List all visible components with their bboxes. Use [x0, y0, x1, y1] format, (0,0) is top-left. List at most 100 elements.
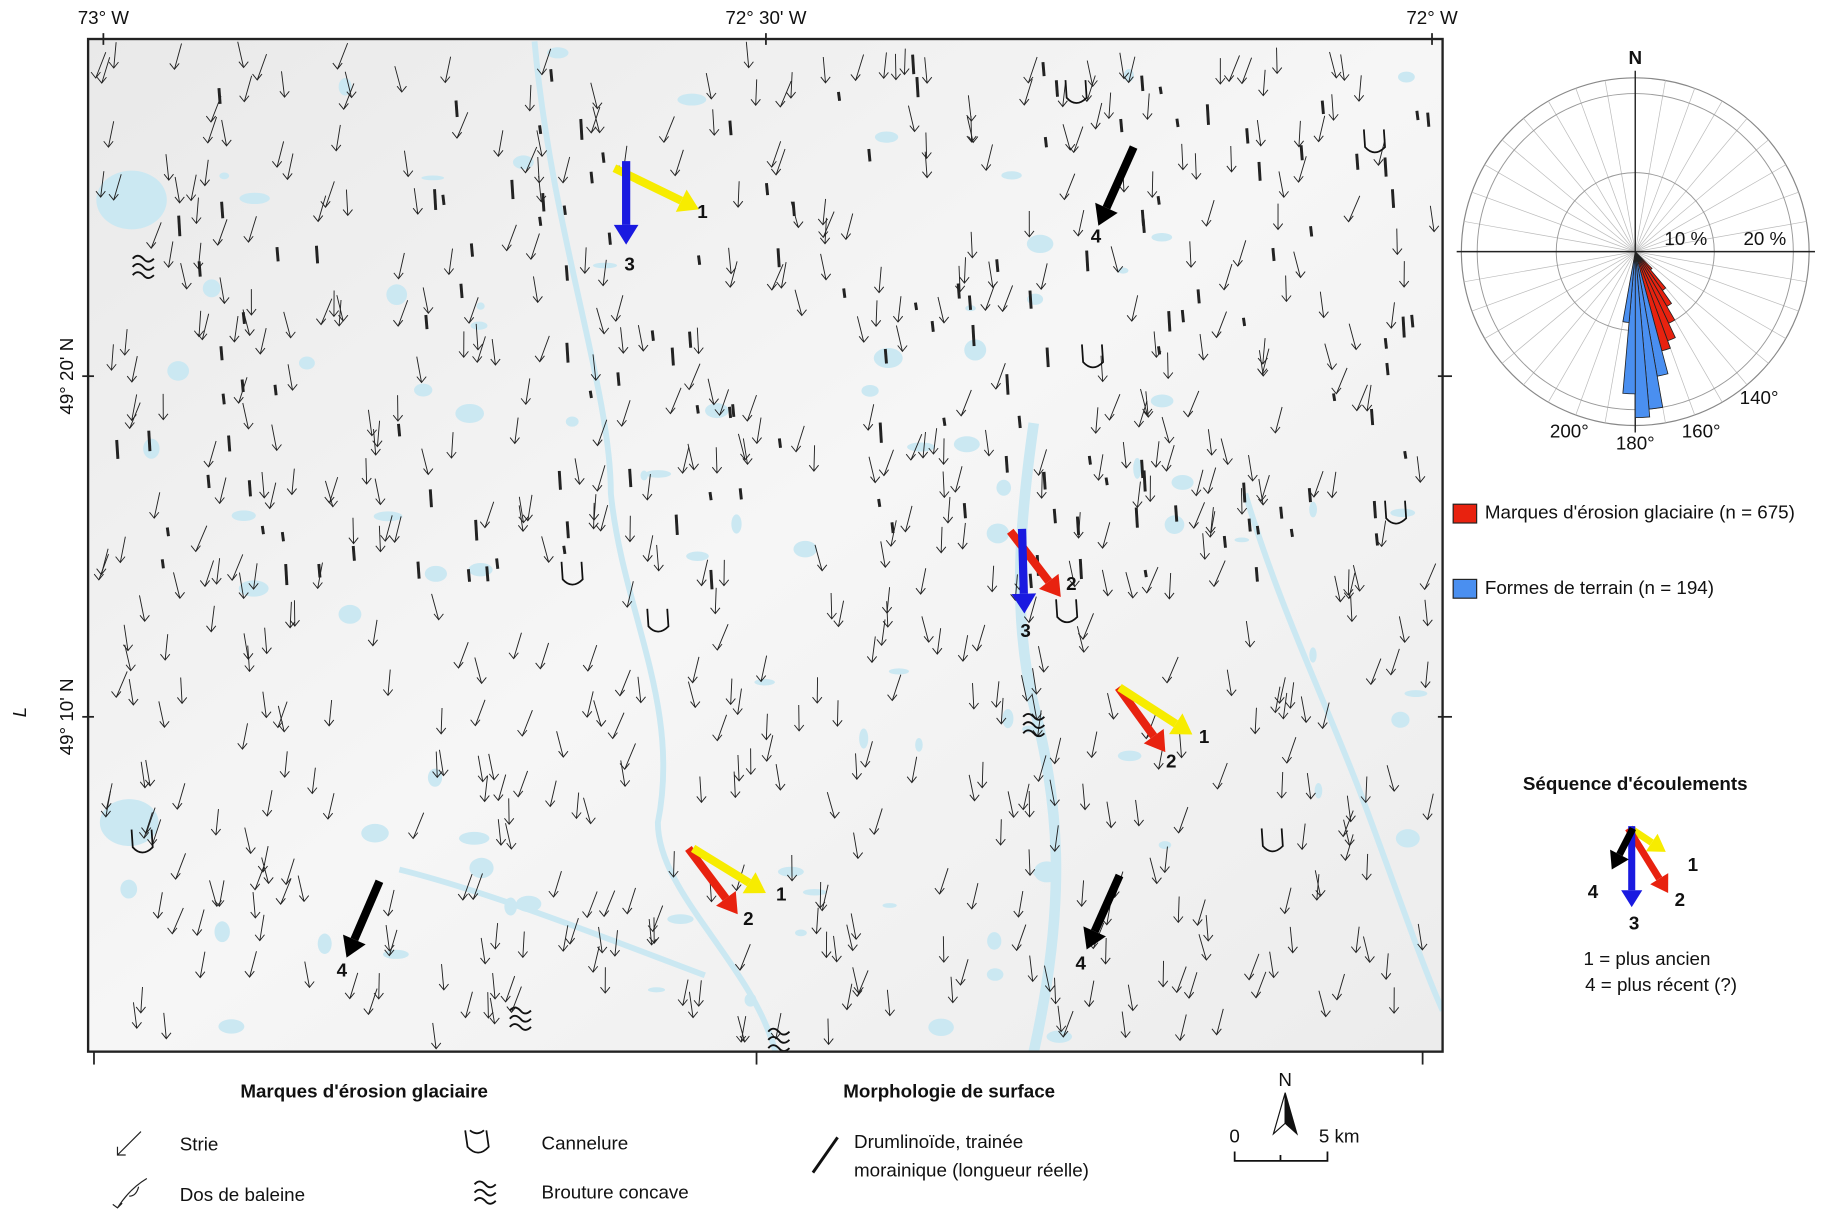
- striation-symbol: [283, 311, 296, 339]
- striation-symbol: [592, 465, 606, 492]
- striation-symbol: [1161, 444, 1175, 472]
- groove-symbol: [1081, 344, 1104, 369]
- lake: [1150, 394, 1174, 408]
- drumlin: [1042, 471, 1047, 490]
- striation-symbol: [751, 417, 762, 445]
- striation-symbol: [1293, 120, 1304, 148]
- lake: [1404, 690, 1428, 698]
- striation-symbol: [1174, 1014, 1187, 1042]
- striation-symbol: [493, 774, 507, 802]
- flow-label: 3: [624, 254, 634, 275]
- striation-symbol: [1281, 275, 1292, 303]
- striation-symbol: [438, 749, 449, 777]
- striation-symbol: [394, 66, 407, 93]
- drumlin: [728, 120, 733, 136]
- drumlin: [565, 521, 570, 539]
- striation-symbol: [863, 404, 875, 431]
- rose-ray: [1634, 100, 1723, 252]
- striation-symbol: [206, 605, 217, 633]
- drumlin: [466, 569, 472, 582]
- striation-symbol: [1086, 731, 1098, 759]
- striation-symbol: [619, 760, 631, 788]
- striation-symbol: [583, 797, 596, 825]
- lake: [219, 172, 230, 180]
- striation-symbol: [1270, 686, 1281, 714]
- striation-symbol: [983, 429, 995, 457]
- striation-symbol: [174, 176, 185, 204]
- crescentic-gouge: [132, 263, 155, 271]
- drumlin: [260, 525, 265, 535]
- striation-symbol: [1021, 675, 1033, 702]
- striation-symbol: [1350, 926, 1362, 954]
- flow-arrow-head: [716, 891, 738, 915]
- lake: [167, 361, 190, 381]
- lake: [777, 866, 804, 877]
- striation-symbol: [1177, 143, 1188, 171]
- drumlin: [1119, 118, 1124, 133]
- legend-symbol: [464, 1129, 490, 1154]
- striation-symbol: [285, 601, 296, 629]
- drumlin: [217, 88, 222, 104]
- striation-symbol: [257, 846, 269, 873]
- sequence-note: 1 = plus ancien: [1584, 948, 1711, 969]
- lake: [953, 436, 980, 453]
- drumlin: [1180, 309, 1185, 323]
- striation-symbol: [1141, 566, 1159, 594]
- rose-ray: [1635, 191, 1799, 252]
- legend-label: Formes de terrain (n = 194): [1485, 577, 1714, 598]
- rose-ray: [1634, 88, 1696, 252]
- striation-symbol: [1339, 54, 1350, 82]
- flow-arrow-shaft: [350, 879, 384, 942]
- striation-symbol: [1212, 762, 1228, 790]
- striation-symbol: [1127, 984, 1138, 1012]
- lake: [1398, 71, 1415, 83]
- north-label: N: [1278, 1069, 1292, 1090]
- drumlin: [607, 232, 612, 245]
- striation-symbol: [180, 262, 192, 290]
- striation-symbol: [1164, 572, 1175, 600]
- striation-symbol: [186, 174, 197, 202]
- striation-symbol: [936, 526, 947, 554]
- striation-symbol: [616, 400, 631, 427]
- striation-symbol: [599, 890, 616, 918]
- lake: [202, 279, 221, 298]
- striation-symbol: [372, 420, 383, 448]
- striation-symbol: [160, 634, 171, 661]
- striation-symbol: [732, 688, 743, 716]
- striation-symbol: [509, 417, 520, 445]
- drumlin: [709, 569, 714, 590]
- striation-symbol: [1185, 241, 1197, 268]
- striation-symbol: [1036, 472, 1047, 499]
- lake: [1234, 537, 1250, 543]
- striation-symbol: [1107, 693, 1119, 720]
- striation-symbol: [684, 363, 701, 391]
- lake: [873, 348, 903, 369]
- rose-ring-label: 20 %: [1743, 228, 1786, 249]
- striation-symbol: [885, 520, 897, 547]
- striation-symbol: [1036, 263, 1048, 290]
- striation-symbol: [214, 880, 225, 907]
- striation-symbol: [1037, 646, 1049, 673]
- striation-symbol: [191, 197, 202, 225]
- striation-symbol: [812, 677, 823, 704]
- crescentic-gouge: [509, 1023, 532, 1031]
- striation-symbol: [736, 1016, 747, 1043]
- drumlin: [1401, 316, 1406, 338]
- flow-arrow-shaft: [1115, 685, 1158, 739]
- striation-symbol: [1007, 791, 1019, 818]
- drumlin: [942, 417, 947, 427]
- latitude-label: 49° 20' N: [56, 338, 77, 415]
- drumlin: [1157, 346, 1162, 355]
- drumlin: [1383, 157, 1388, 177]
- striation-symbol: [1090, 102, 1103, 130]
- river: [1242, 492, 1443, 1012]
- striation-symbol: [1343, 569, 1354, 596]
- striation-symbol: [297, 875, 310, 903]
- lake: [516, 895, 542, 912]
- lake: [565, 416, 579, 427]
- striation-symbol: [1293, 251, 1306, 279]
- drumlin: [616, 372, 621, 386]
- striation-symbol: [775, 764, 786, 791]
- striation-symbol: [915, 568, 927, 595]
- drumlin: [776, 248, 781, 268]
